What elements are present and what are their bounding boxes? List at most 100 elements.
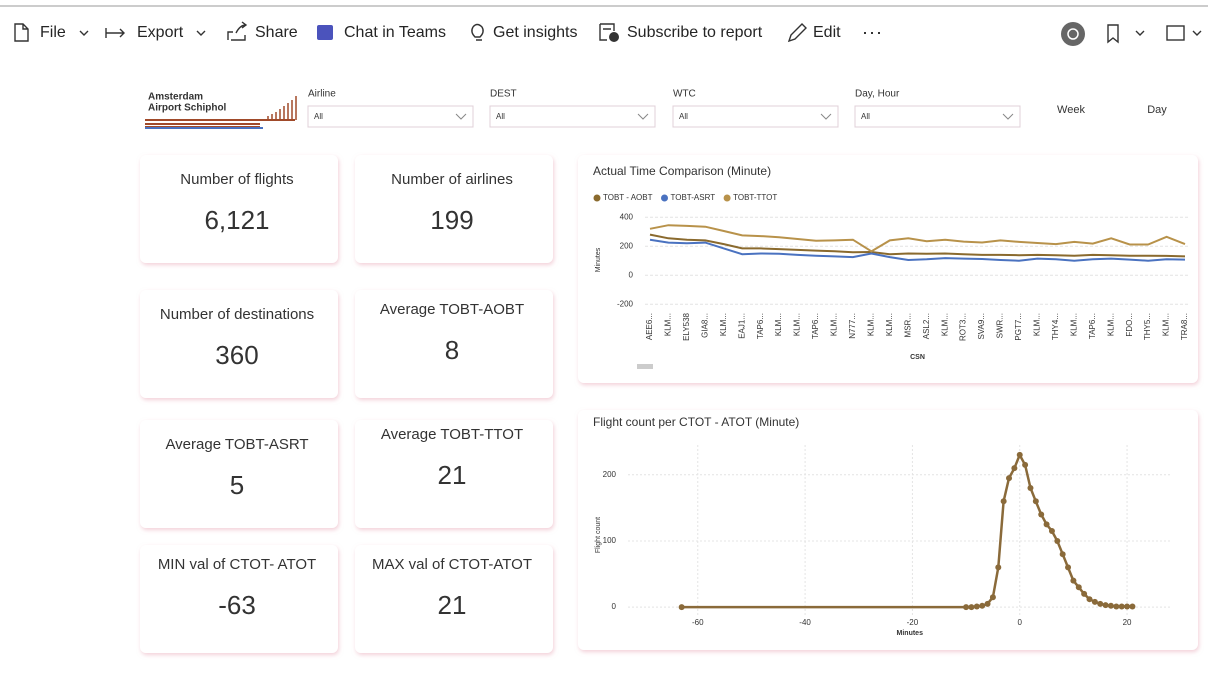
card-value: -63 — [218, 590, 256, 620]
toolbar-item[interactable]: Chat in Teams — [344, 24, 446, 41]
card-value: 21 — [438, 460, 467, 490]
card-title: MIN val of CTOT- ATOT — [158, 556, 316, 573]
toggle[interactable]: Day — [1147, 104, 1167, 116]
legend-marker — [661, 194, 668, 202]
x-tick-label: -60 — [692, 618, 704, 627]
chart-panel — [578, 410, 1198, 650]
toggle[interactable]: Week — [1057, 104, 1085, 116]
teams-icon[interactable] — [317, 25, 333, 40]
card-title: Number of destinations — [160, 306, 314, 323]
x-tick-label: TRA8... — [1180, 313, 1189, 340]
point — [989, 594, 996, 601]
card — [355, 545, 553, 653]
point — [678, 604, 685, 611]
point — [1006, 475, 1013, 482]
filter-label: DEST — [490, 89, 517, 100]
x-tick-label: PGT7... — [1014, 313, 1023, 341]
x-axis-label: CSN — [910, 354, 925, 361]
x-tick-label: THY5... — [1143, 313, 1152, 340]
toolbar-item[interactable]: Share — [255, 24, 298, 41]
point — [1038, 511, 1045, 518]
y-tick-label: 100 — [603, 536, 617, 545]
card-value: 199 — [430, 205, 473, 235]
x-tick-label: N777... — [848, 313, 857, 339]
toolbar-item[interactable]: Export — [137, 24, 184, 41]
toolbar-item[interactable]: File — [40, 24, 66, 41]
chevron[interactable] — [1192, 30, 1202, 36]
card — [140, 155, 338, 263]
point — [1032, 498, 1039, 505]
point — [1102, 602, 1109, 609]
x-tick-label: KLM... — [830, 313, 839, 336]
y-axis-label: Minutes — [595, 247, 602, 272]
filter-dropdown[interactable] — [489, 105, 656, 128]
y-tick-label: 200 — [620, 241, 634, 250]
x-tick-label: KLM... — [1069, 313, 1078, 336]
x-tick-label: KLM... — [1162, 313, 1171, 336]
chart-title: Flight count per CTOT - ATOT (Minute) — [593, 415, 799, 429]
point — [1124, 603, 1131, 610]
card — [140, 545, 338, 653]
point — [1113, 603, 1120, 610]
x-tick-label: 20 — [1123, 618, 1132, 627]
dropdown-chevron — [637, 113, 649, 120]
x-tick-label: KLM... — [1106, 313, 1115, 336]
point — [1016, 451, 1023, 458]
filter-dropdown[interactable] — [854, 105, 1021, 128]
x-tick-label: EAJ1... — [737, 313, 746, 339]
card-value: 6,121 — [204, 205, 269, 235]
filter-value: All — [496, 112, 505, 121]
dropdown-chevron — [1002, 113, 1014, 120]
bookmark-icon[interactable] — [1107, 24, 1119, 44]
chart-panel — [578, 155, 1198, 383]
card-title: Average TOBT-TTOT — [381, 426, 523, 443]
y-tick-label: 0 — [629, 270, 634, 279]
point — [1081, 590, 1088, 597]
export-icon[interactable] — [105, 28, 125, 38]
point — [1086, 596, 1093, 603]
series-line — [649, 233, 1186, 258]
card-value: 21 — [438, 590, 467, 620]
point — [984, 600, 991, 607]
x-tick-label: KLM... — [866, 313, 875, 336]
file-icon[interactable] — [14, 23, 29, 42]
view-icon[interactable] — [1166, 25, 1185, 41]
toolbar-item[interactable]: Get insights — [493, 24, 577, 41]
point — [1107, 602, 1114, 609]
logo-lines — [145, 119, 295, 128]
legend-label: TOBT-ASRT — [671, 193, 716, 202]
filter-value: All — [679, 112, 688, 121]
point — [1043, 521, 1050, 528]
filter-dropdown[interactable] — [307, 105, 474, 128]
x-tick-label: KLM... — [885, 313, 894, 336]
legend-label: TOBT-TTOT — [733, 193, 777, 202]
point — [1022, 461, 1029, 468]
edit-icon[interactable] — [787, 23, 807, 43]
subscribe-icon[interactable] — [599, 23, 615, 41]
point — [1065, 564, 1072, 571]
filter-dropdown[interactable] — [672, 105, 839, 128]
series-line — [649, 238, 1186, 262]
toolbar-item[interactable]: Edit — [813, 24, 841, 41]
x-tick-label: AEE6... — [645, 313, 654, 340]
share-icon[interactable] — [227, 21, 248, 41]
bulb-icon[interactable] — [471, 23, 484, 41]
logo-bars — [267, 96, 297, 120]
scrollbar[interactable] — [637, 364, 653, 369]
chevron[interactable] — [79, 30, 89, 36]
x-tick-label: TAP6... — [756, 313, 765, 339]
point — [963, 604, 970, 611]
point — [1054, 537, 1061, 544]
chevron[interactable] — [196, 30, 206, 36]
point — [1011, 465, 1018, 472]
card-title: Average TOBT-AOBT — [380, 301, 524, 318]
chevron[interactable] — [1135, 30, 1145, 36]
x-tick-label: KLM... — [719, 313, 728, 336]
filter-value: All — [861, 112, 870, 121]
legend-marker — [593, 194, 601, 202]
subscribe-badge — [609, 32, 619, 42]
logo-text: Amsterdam — [148, 92, 203, 103]
toolbar-item[interactable]: Subscribe to report — [627, 24, 763, 41]
x-tick-label: SWR... — [996, 313, 1005, 338]
avatar[interactable] — [1061, 22, 1085, 46]
